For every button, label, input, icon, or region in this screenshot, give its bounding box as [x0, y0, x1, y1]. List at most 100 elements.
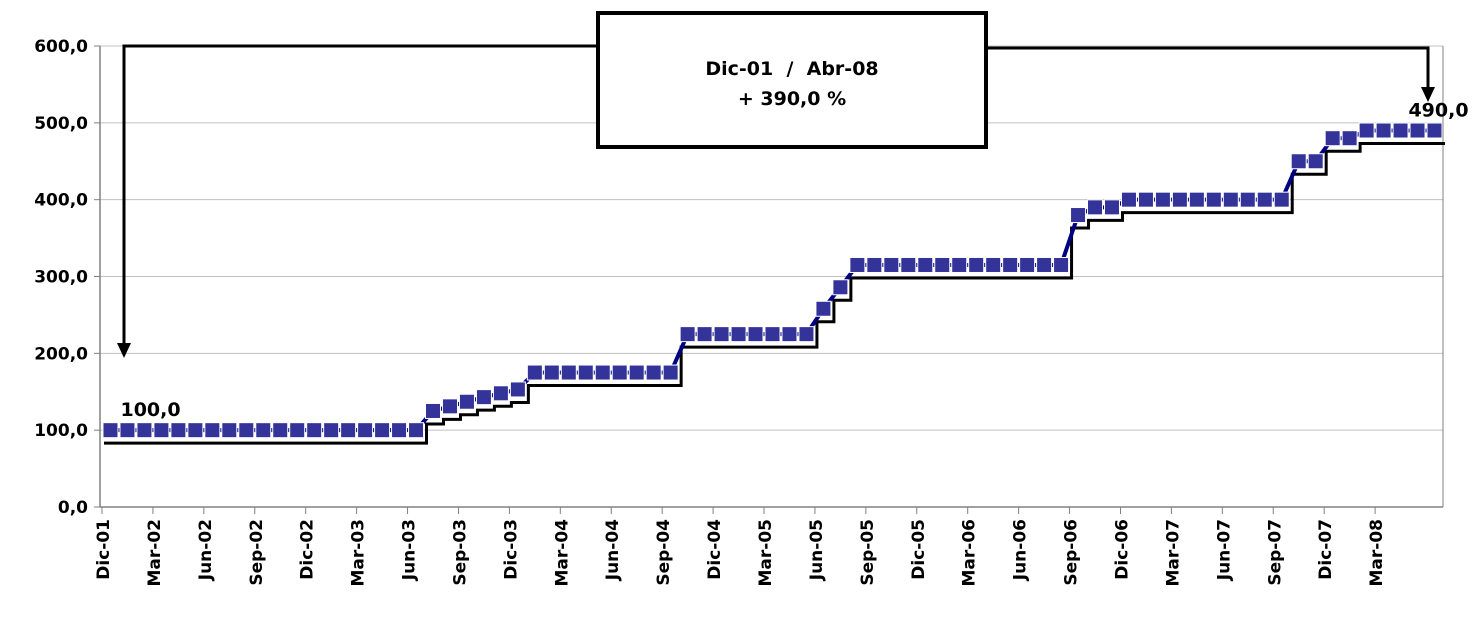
arrow-right-head: [1421, 87, 1435, 102]
data-point: [187, 422, 204, 439]
x-tick-label: Jun-06: [1011, 519, 1031, 581]
x-tick-label: Dic-02: [298, 519, 318, 580]
data-point: [1358, 122, 1375, 139]
x-tick-label: Jun-02: [196, 519, 216, 581]
data-point: [900, 256, 917, 273]
data-point: [238, 422, 255, 439]
data-label: 100,0: [120, 399, 180, 421]
data-point: [696, 326, 713, 343]
data-point: [170, 422, 187, 439]
data-point: [1290, 153, 1307, 170]
data-point: [713, 326, 730, 343]
data-point: [204, 422, 221, 439]
data-point: [102, 422, 119, 439]
data-point: [1053, 256, 1070, 273]
data-point: [832, 279, 849, 296]
data-point: [1426, 122, 1443, 139]
x-tick-label: Jun-03: [400, 519, 420, 581]
data-point: [1154, 191, 1171, 208]
data-point: [272, 422, 289, 439]
data-point: [1222, 191, 1239, 208]
arrow-left-head: [117, 343, 131, 358]
y-tick-label: 600,0: [34, 37, 88, 57]
x-tick-label: Sep-06: [1062, 519, 1082, 586]
data-point: [1205, 191, 1222, 208]
data-point: [153, 422, 170, 439]
annotation-line2: + 390,0 %: [738, 88, 846, 110]
series-path: [110, 128, 1435, 433]
x-tick-label: Dic-06: [1112, 519, 1132, 580]
x-tick-label: Dic-04: [705, 519, 725, 580]
data-point: [1375, 122, 1392, 139]
data-point: [968, 256, 985, 273]
x-tick-label: Jun-05: [807, 519, 827, 581]
data-point: [781, 326, 798, 343]
step-shadow: [104, 142, 1445, 445]
data-point: [475, 389, 492, 406]
annotation-line1: Dic-01 / Abr-08: [705, 58, 878, 80]
x-tick-label: Sep-02: [247, 519, 267, 586]
data-point: [543, 364, 560, 381]
data-point: [221, 422, 238, 439]
x-tick-label: Dic-07: [1316, 519, 1336, 580]
data-point: [849, 256, 866, 273]
x-tick-label: Mar-08: [1367, 519, 1387, 587]
data-point: [306, 422, 323, 439]
data-point: [526, 364, 543, 381]
data-point: [391, 422, 408, 439]
data-point: [611, 364, 628, 381]
data-point: [136, 422, 153, 439]
series-markers: [102, 122, 1443, 439]
data-point: [374, 422, 391, 439]
x-tick-label: Mar-07: [1163, 519, 1183, 587]
data-point: [323, 422, 340, 439]
data-point: [1409, 122, 1426, 139]
y-axis: 0,0 100,0 200,0 300,0 400,0 500,0 600,0: [34, 37, 101, 518]
data-point: [255, 422, 272, 439]
data-point: [883, 256, 900, 273]
data-point: [458, 393, 475, 410]
data-point: [1188, 191, 1205, 208]
data-point: [866, 256, 883, 273]
x-tick-label: Mar-02: [145, 519, 165, 587]
x-axis: Dic-01 Mar-02 Jun-02 Sep-02 Dic-02 Mar-03 Jun-…: [94, 46, 1444, 587]
x-tick-label: Dic-05: [909, 519, 929, 580]
y-tick-label: 500,0: [34, 114, 88, 134]
x-tick-label: Jun-04: [603, 519, 623, 581]
data-point: [441, 398, 458, 415]
data-point: [119, 422, 136, 439]
data-point: [798, 326, 815, 343]
data-point: [1239, 191, 1256, 208]
y-tick-label: 0,0: [58, 498, 88, 518]
data-point: [628, 364, 645, 381]
data-point: [289, 422, 306, 439]
data-point: [1392, 122, 1409, 139]
data-point: [747, 326, 764, 343]
data-point: [1120, 191, 1137, 208]
data-point: [985, 256, 1002, 273]
data-point: [1036, 256, 1053, 273]
data-point: [357, 422, 374, 439]
data-point: [1103, 199, 1120, 216]
data-point: [509, 381, 526, 398]
x-tick-label: Mar-06: [960, 519, 980, 587]
series-shadow: [104, 142, 1445, 445]
x-tick-label: Sep-04: [654, 519, 674, 586]
y-tick-label: 300,0: [34, 268, 88, 288]
data-point: [1002, 256, 1019, 273]
x-tick-label: Sep-07: [1265, 519, 1285, 586]
x-tick-label: Sep-03: [450, 519, 470, 586]
data-point: [1137, 191, 1154, 208]
data-point: [951, 256, 968, 273]
data-point: [645, 364, 662, 381]
x-tick-label: Dic-03: [501, 519, 521, 580]
data-label: 490,0: [1408, 100, 1468, 122]
data-point: [815, 300, 832, 317]
data-point: [594, 364, 611, 381]
data-point: [1256, 191, 1273, 208]
data-point: [1273, 191, 1290, 208]
data-point: [492, 385, 509, 402]
data-point: [1070, 207, 1087, 224]
data-point: [577, 364, 594, 381]
